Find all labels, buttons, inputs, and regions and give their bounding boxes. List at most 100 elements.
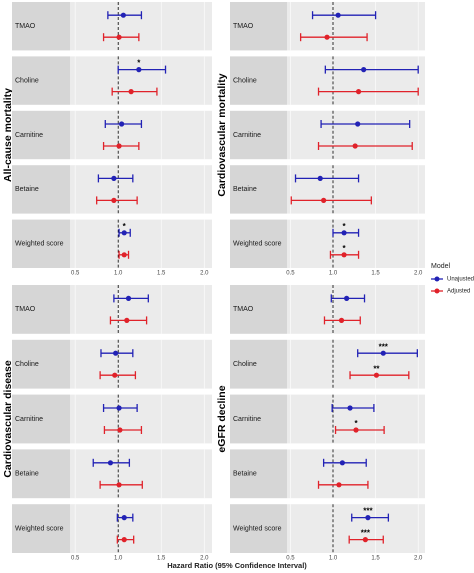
x-tick-label: 0.5 bbox=[71, 271, 80, 277]
strip-label: Carnitine bbox=[15, 416, 43, 423]
strip bbox=[230, 394, 287, 444]
x-tick-label: 1.0 bbox=[114, 556, 123, 562]
strip bbox=[230, 449, 287, 499]
strip-label: TMAO bbox=[15, 306, 36, 313]
significance: * bbox=[343, 222, 347, 231]
x-tick-label: 1.0 bbox=[329, 556, 338, 562]
point bbox=[113, 350, 119, 356]
point bbox=[336, 482, 342, 488]
x-tick-label: 1.5 bbox=[157, 556, 166, 562]
point bbox=[355, 121, 361, 127]
x-tick-label: 1.5 bbox=[371, 271, 380, 277]
strip-label: Choline bbox=[15, 361, 39, 368]
point bbox=[341, 230, 347, 236]
point bbox=[128, 89, 134, 95]
x-tick-label: 2.0 bbox=[414, 556, 423, 562]
point bbox=[362, 537, 368, 543]
x-tick-label: 2.0 bbox=[414, 271, 423, 277]
point bbox=[347, 405, 353, 411]
strip-label: Betaine bbox=[15, 471, 39, 478]
panel-label: eGFR decline bbox=[216, 385, 228, 452]
strip-label: TMAO bbox=[15, 23, 36, 30]
panel-bg bbox=[287, 285, 425, 334]
point bbox=[116, 405, 122, 411]
panel-bg bbox=[287, 504, 425, 553]
x-tick-label: 0.5 bbox=[286, 271, 295, 277]
point bbox=[324, 34, 330, 40]
point bbox=[355, 89, 362, 95]
strip-label: Carnitine bbox=[15, 132, 43, 139]
point bbox=[116, 482, 122, 488]
panel-bg bbox=[287, 56, 425, 105]
strip-label: TMAO bbox=[233, 306, 254, 313]
point bbox=[321, 197, 327, 203]
significance: * bbox=[354, 419, 358, 428]
strip bbox=[12, 449, 70, 499]
point bbox=[121, 515, 127, 521]
x-tick-label: 1.0 bbox=[329, 271, 338, 277]
point bbox=[335, 12, 341, 18]
point bbox=[344, 295, 350, 301]
x-tick-label: 0.5 bbox=[71, 556, 80, 562]
significance: *** bbox=[363, 507, 373, 516]
point bbox=[116, 143, 122, 149]
significance: * bbox=[137, 59, 141, 68]
panel-label: Cardiovascular mortality bbox=[216, 73, 228, 196]
point bbox=[121, 537, 127, 543]
strip-label: Carnitine bbox=[233, 132, 261, 139]
panel-bg bbox=[70, 504, 212, 553]
point bbox=[365, 515, 371, 521]
strip-label: Choline bbox=[233, 77, 257, 84]
legend-label: Unajusted bbox=[447, 277, 474, 283]
panel-bg bbox=[287, 449, 425, 499]
panel-label: Cardiovascular disease bbox=[2, 360, 14, 477]
strip-label: Weighted score bbox=[15, 241, 64, 248]
point bbox=[119, 121, 125, 127]
strip-label: Weighted score bbox=[233, 241, 282, 248]
panel-bg bbox=[70, 339, 212, 389]
significance: *** bbox=[361, 529, 371, 538]
strip-label: Betaine bbox=[15, 186, 39, 193]
panel-bg bbox=[70, 110, 212, 160]
strip bbox=[230, 504, 287, 553]
point bbox=[124, 317, 130, 323]
panel-bg bbox=[287, 2, 425, 51]
point bbox=[111, 175, 117, 181]
panel-bg bbox=[70, 394, 212, 444]
x-tick-label: 1.5 bbox=[371, 556, 380, 562]
strip bbox=[12, 339, 70, 389]
panel-bg bbox=[287, 394, 425, 444]
legend-title: Model bbox=[431, 263, 451, 270]
panel-bg bbox=[70, 285, 212, 334]
point bbox=[136, 67, 142, 73]
strip bbox=[230, 219, 287, 268]
panel-bg bbox=[287, 219, 425, 268]
panel-bg bbox=[70, 2, 212, 51]
point bbox=[352, 143, 358, 149]
panel-bg bbox=[70, 56, 212, 105]
point bbox=[111, 197, 117, 203]
point bbox=[361, 67, 367, 73]
point bbox=[338, 317, 345, 323]
panel-bg bbox=[287, 110, 425, 160]
legend-point bbox=[434, 288, 440, 294]
point bbox=[121, 230, 127, 236]
strip-label: TMAO bbox=[233, 23, 254, 30]
panel-bg bbox=[70, 165, 212, 214]
panel-label: All-cause mortality bbox=[2, 88, 14, 182]
panel-bg bbox=[287, 339, 425, 389]
point bbox=[341, 252, 347, 258]
strip bbox=[230, 285, 287, 334]
point bbox=[117, 427, 123, 433]
significance: *** bbox=[379, 342, 389, 351]
point bbox=[121, 252, 127, 258]
significance: * bbox=[123, 222, 127, 231]
significance: ** bbox=[373, 364, 380, 373]
point bbox=[116, 34, 122, 40]
strip bbox=[12, 165, 70, 214]
strip bbox=[12, 2, 70, 51]
strip bbox=[230, 339, 287, 389]
point bbox=[317, 175, 323, 181]
significance: * bbox=[343, 244, 347, 253]
